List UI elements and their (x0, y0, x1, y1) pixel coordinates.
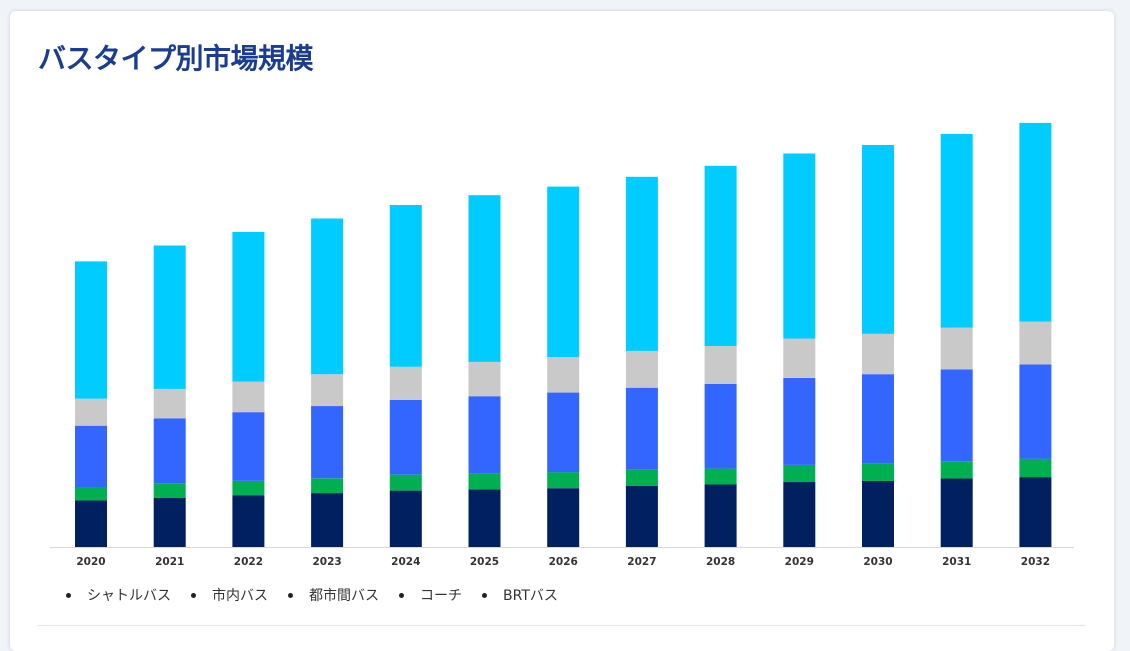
x-tick-label: 2029 (785, 556, 814, 568)
x-tick-label: 2022 (234, 556, 263, 568)
legend-label: コーチ (420, 588, 462, 604)
bar-segment-2028-4[interactable] (704, 165, 737, 346)
bar-segment-2021-0[interactable] (153, 498, 186, 547)
legend-item-brt[interactable]: BRTバス (482, 585, 558, 605)
bar-segment-2026-4[interactable] (547, 186, 580, 357)
x-tick-label: 2026 (549, 556, 578, 568)
bullet-icon (191, 592, 196, 598)
bar-segment-2029-2[interactable] (783, 377, 816, 465)
legend-item-coach[interactable]: コーチ (399, 585, 462, 605)
bar-segment-2025-3[interactable] (468, 361, 501, 397)
bar-segment-2032-1[interactable] (1019, 458, 1052, 478)
chart-title: バスタイプ別市場規模 (38, 42, 314, 75)
legend-item-city[interactable]: 市内バス (191, 585, 268, 605)
bar-segment-2029-4[interactable] (783, 153, 816, 339)
bar-segment-2030-4[interactable] (862, 145, 894, 334)
bar-segment-2030-2[interactable] (862, 374, 894, 464)
bar-segment-2025-4[interactable] (468, 195, 501, 362)
bar-segment-2021-2[interactable] (153, 418, 186, 484)
bar-segment-2032-2[interactable] (1019, 364, 1052, 459)
bar-segment-2031-3[interactable] (940, 327, 973, 370)
bar-segment-2020-0[interactable] (75, 500, 107, 547)
bar-segment-2028-3[interactable] (704, 346, 737, 384)
legend-label: BRTバス (503, 588, 558, 604)
bar-segment-2027-4[interactable] (625, 176, 658, 351)
bar-segment-2029-1[interactable] (783, 464, 816, 483)
legend-item-shuttle[interactable]: シャトルバス (66, 585, 171, 605)
bar-segment-2024-4[interactable] (389, 205, 422, 367)
bar-segment-2020-3[interactable] (75, 398, 107, 426)
legend-label: 都市間バス (309, 588, 379, 604)
x-tick-label: 2023 (312, 556, 341, 568)
chart-legend: シャトルバス 市内バス 都市間バス コーチ BRTバス (66, 585, 578, 605)
bar-segment-2031-0[interactable] (940, 478, 973, 547)
x-tick-label: 2032 (1021, 556, 1050, 568)
bar-segment-2024-3[interactable] (389, 366, 422, 400)
bar-segment-2030-3[interactable] (862, 333, 894, 375)
bar-segment-2028-0[interactable] (704, 484, 737, 548)
bullet-icon (399, 592, 404, 598)
bar-segment-2027-1[interactable] (625, 469, 658, 486)
bar-segment-2030-1[interactable] (862, 463, 894, 481)
bar-segment-2025-2[interactable] (468, 396, 501, 474)
bar-segment-2026-3[interactable] (547, 357, 580, 393)
bar-segment-2032-4[interactable] (1019, 122, 1052, 322)
x-tick-label: 2030 (863, 556, 892, 568)
bar-segment-2023-1[interactable] (311, 478, 344, 494)
bar-segment-2023-3[interactable] (311, 374, 344, 407)
bar-segment-2024-2[interactable] (389, 399, 422, 475)
bar-segment-2031-1[interactable] (940, 461, 973, 479)
x-tick-label: 2021 (155, 556, 184, 568)
bar-segment-2027-0[interactable] (625, 485, 658, 547)
bar-segment-2025-0[interactable] (468, 489, 501, 547)
bar-segment-2022-0[interactable] (232, 495, 265, 548)
bar-segment-2020-2[interactable] (75, 425, 107, 487)
bar-segment-2031-2[interactable] (940, 369, 973, 462)
bar-segment-2024-0[interactable] (389, 490, 422, 547)
bar-segment-2020-1[interactable] (75, 486, 107, 501)
bar-segment-2021-3[interactable] (153, 388, 186, 419)
chart-card: バスタイプ別市場規模 2020 2021 2022 2023 2024 2025 2026 2… (10, 11, 1114, 651)
legend-item-intercity[interactable]: 都市間バス (288, 585, 379, 605)
stacked-bar-chart: 2020 2021 2022 2023 2024 2025 2026 2027 2028 2029… (50, 122, 1074, 568)
x-tick-label: 2028 (706, 556, 735, 568)
x-tick-label: 2027 (627, 556, 656, 568)
legend-label: シャトルバス (87, 588, 171, 604)
divider (38, 625, 1086, 626)
bar-segment-2030-0[interactable] (862, 480, 894, 547)
x-tick-label: 2024 (391, 556, 420, 568)
bar-segment-2026-0[interactable] (547, 488, 580, 547)
bullet-icon (288, 592, 293, 598)
bar-segment-2023-2[interactable] (311, 406, 344, 479)
bar-segment-2023-0[interactable] (311, 493, 344, 547)
bar-segment-2026-1[interactable] (547, 472, 580, 489)
bar-segment-2022-4[interactable] (232, 232, 265, 382)
bar-segment-2022-2[interactable] (232, 412, 265, 481)
x-tick-label: 2031 (942, 556, 971, 568)
bar-segment-2024-1[interactable] (389, 474, 422, 491)
bar-segment-2029-3[interactable] (783, 338, 816, 378)
bar-segment-2022-3[interactable] (232, 381, 265, 413)
bullet-icon (482, 592, 487, 598)
bar-segment-2022-1[interactable] (232, 480, 265, 496)
x-tick-label: 2020 (76, 556, 105, 568)
bar-segment-2028-1[interactable] (704, 468, 737, 485)
bar-segment-2031-4[interactable] (940, 133, 973, 328)
bar-segment-2028-2[interactable] (704, 384, 737, 469)
bar-segment-2029-0[interactable] (783, 482, 816, 547)
bar-segment-2021-4[interactable] (153, 245, 186, 389)
bar-segment-2027-3[interactable] (625, 350, 658, 388)
bar-segment-2020-4[interactable] (75, 261, 107, 399)
legend-label: 市内バス (212, 588, 268, 604)
bar-segment-2021-1[interactable] (153, 483, 186, 498)
x-tick-label: 2025 (470, 556, 499, 568)
bar-segment-2032-3[interactable] (1019, 321, 1052, 365)
bullet-icon (66, 592, 71, 598)
bar-segment-2027-2[interactable] (625, 387, 658, 470)
bar-segment-2023-4[interactable] (311, 218, 344, 375)
bar-segment-2026-2[interactable] (547, 392, 580, 473)
bar-segment-2032-0[interactable] (1019, 477, 1052, 547)
bar-segment-2025-1[interactable] (468, 473, 501, 490)
